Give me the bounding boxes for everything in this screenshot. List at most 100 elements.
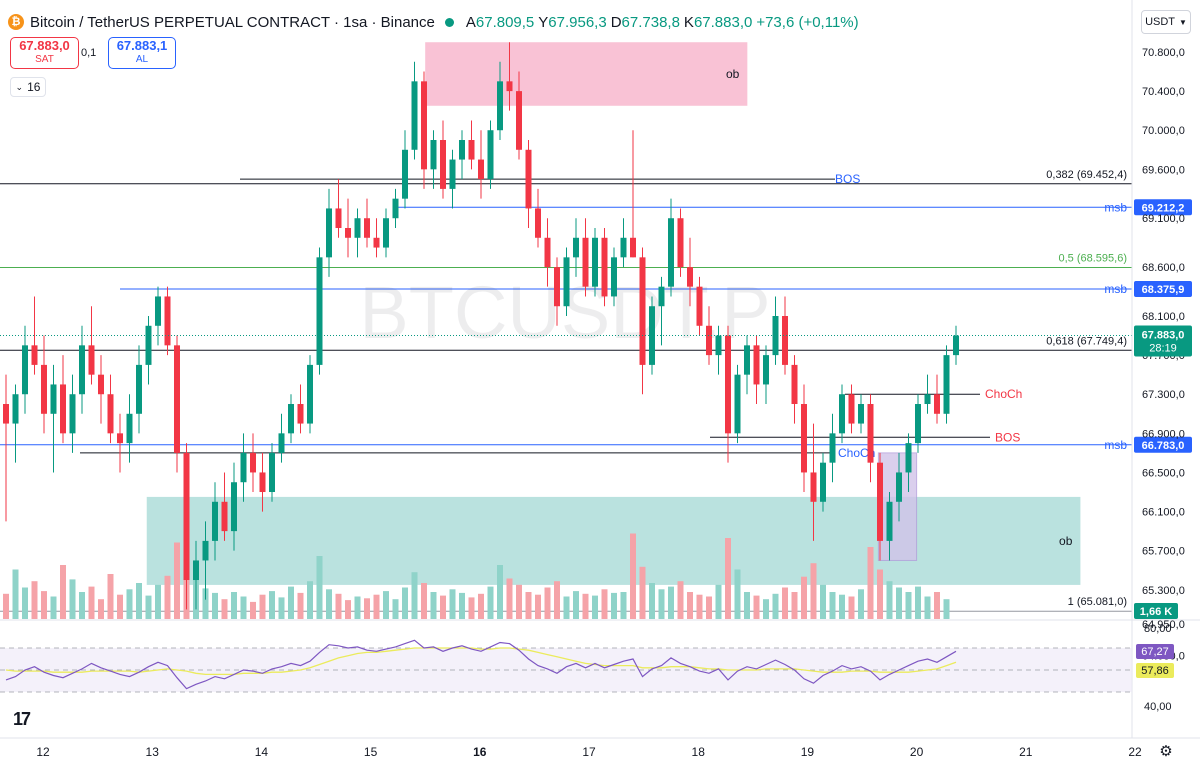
volume-bar (307, 581, 313, 619)
volume-bar (782, 587, 788, 619)
candle-body (183, 452, 190, 581)
symbol-title[interactable]: Bitcoin / TetherUS PERPETUAL CONTRACT · … (30, 13, 435, 31)
candle-body (582, 237, 589, 287)
volume-bar (79, 592, 85, 619)
volume-bar (278, 597, 285, 619)
volume-bar (820, 584, 826, 619)
structure-label: ChoCh (985, 387, 1022, 401)
volume-bar (630, 533, 636, 619)
structure-label: BOS (835, 172, 860, 186)
buy-button[interactable]: 67.883,1 AL (108, 37, 176, 69)
chevron-down-icon: ⌄ (15, 81, 24, 92)
volume-bar (677, 581, 684, 619)
rsi-value-tag (1136, 644, 1174, 659)
msb-label: msb (1104, 438, 1127, 452)
volume-bar (373, 594, 380, 619)
candle-body (734, 374, 741, 434)
sell-label: SAT (35, 54, 54, 65)
volume-bar (563, 596, 570, 619)
candle-body (297, 404, 304, 424)
candle-body (174, 345, 180, 453)
candle-body (155, 296, 161, 326)
price-axis-label: 70.400,0 (1142, 86, 1185, 98)
volume-bar (848, 596, 855, 619)
price-axis-label: 68.600,0 (1142, 262, 1185, 274)
candle-body (288, 404, 294, 434)
candle-body (22, 345, 28, 395)
candle-body (497, 81, 503, 131)
volume-bar (98, 599, 104, 619)
candle-body (402, 149, 408, 199)
volume-bar (411, 572, 418, 619)
sell-button[interactable]: 67.883,0 SAT (10, 37, 79, 69)
change-value: +73,6 (+0,11%) (756, 13, 859, 31)
candle-body (60, 384, 66, 434)
volume-bar (345, 600, 351, 619)
volume-bar (69, 579, 76, 619)
candle-body (573, 237, 579, 258)
volume-bar (402, 587, 408, 619)
volume-bar (117, 594, 123, 619)
volume-bar (288, 586, 294, 619)
candle-body (50, 384, 57, 414)
volume-tag (1134, 603, 1178, 619)
candle-body (278, 433, 285, 453)
candle-body (896, 472, 902, 502)
volume-bar (164, 575, 171, 619)
volume-bar (668, 586, 674, 619)
volume-bar (810, 563, 817, 619)
volume-bar (829, 592, 836, 619)
price-tag (1134, 199, 1192, 216)
volume-bar (506, 578, 513, 619)
candle-body (639, 257, 646, 365)
candle-body (829, 433, 836, 463)
candle-body (772, 316, 779, 356)
candle-body (126, 413, 133, 444)
candle-body (592, 237, 598, 287)
time-axis-label: 19 (801, 745, 815, 759)
tradingview-logo[interactable]: 17 (13, 709, 31, 729)
candle-body (791, 364, 798, 405)
candle-body (430, 140, 437, 170)
indicators-toggle[interactable]: ⌄ 16 (10, 77, 46, 97)
candle-body (782, 316, 788, 365)
candle-body (421, 81, 427, 170)
candle-body (354, 218, 361, 238)
price-axis-label: 67.300,0 (1142, 389, 1185, 401)
volume-bar (772, 593, 779, 619)
volume-bar (107, 574, 114, 619)
candle-body (696, 286, 703, 326)
volume-bar (734, 569, 741, 619)
candle-body (145, 325, 152, 365)
candle-body (725, 335, 731, 434)
candle-body (440, 140, 446, 189)
candle-body (744, 345, 750, 375)
volume-bar (791, 592, 798, 619)
low-value: 67.738,8 (621, 13, 680, 31)
volume-bar (31, 581, 38, 619)
volume-bar (696, 594, 703, 619)
candle-body (753, 345, 760, 385)
sell-price: 67.883,0 (19, 38, 70, 53)
candle-body (392, 198, 399, 219)
price-axis-label: 69.600,0 (1142, 164, 1185, 176)
volume-bar (50, 596, 57, 619)
candle-body (820, 462, 826, 502)
candle-body (915, 404, 921, 444)
volume-bar (212, 592, 218, 619)
volume-bar (554, 581, 560, 619)
currency-selector[interactable]: USDT ▼ (1141, 10, 1191, 34)
volume-bar (440, 595, 446, 619)
gear-icon[interactable]: ⚙ (1159, 743, 1173, 760)
volume-bar (535, 594, 541, 619)
candle-body (88, 345, 95, 375)
candle-body (459, 140, 465, 160)
time-axis-label: 18 (692, 745, 706, 759)
candle-body (687, 267, 693, 287)
candle-body (269, 452, 275, 493)
time-axis-label: 14 (255, 745, 269, 759)
order-block-label: ob (1059, 534, 1073, 548)
candle-body (867, 404, 874, 463)
volume-bar (706, 596, 712, 619)
